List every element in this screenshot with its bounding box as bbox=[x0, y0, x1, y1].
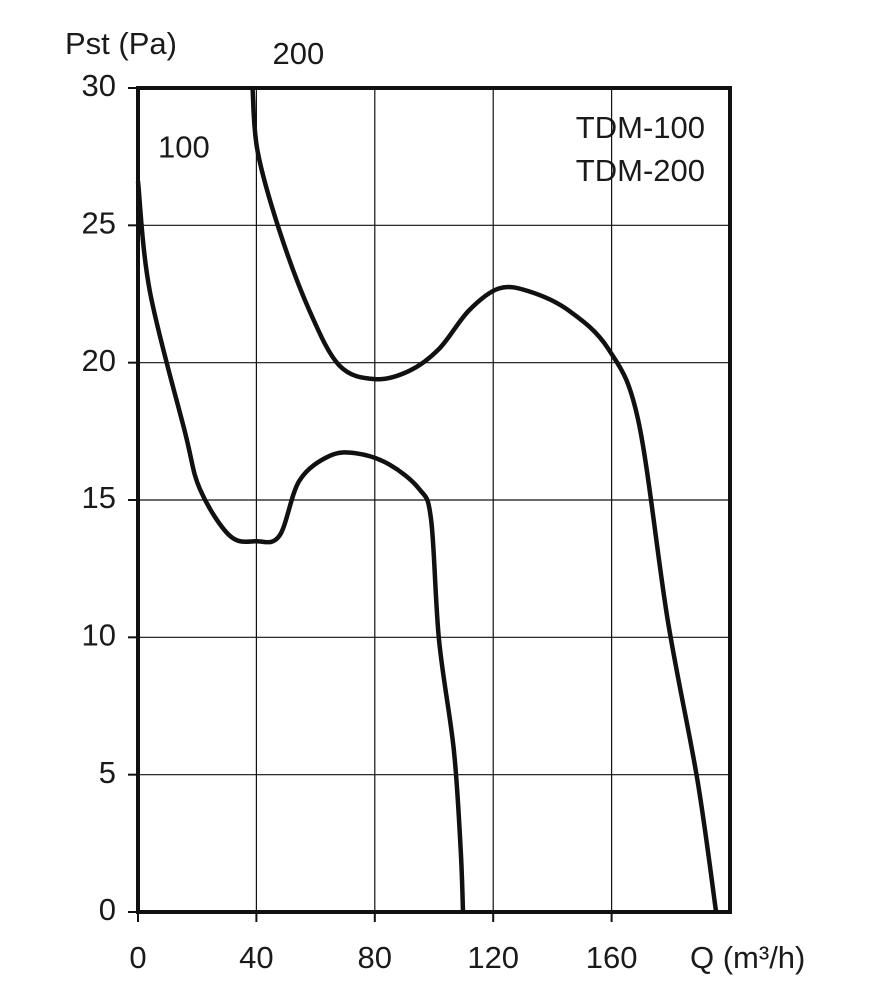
y-tick-label: 5 bbox=[99, 755, 116, 790]
x-tick-label: 160 bbox=[586, 940, 638, 975]
y-tick-label: 15 bbox=[82, 480, 116, 515]
legend-text: TDM-100 bbox=[576, 110, 705, 145]
x-tick-label: 0 bbox=[129, 940, 146, 975]
y-axis-title: Pst (Pa) bbox=[65, 26, 177, 61]
legend-text: TDM-200 bbox=[576, 153, 705, 188]
x-axis-title: Q (m³/h) bbox=[690, 940, 805, 975]
y-tick-label: 30 bbox=[82, 68, 116, 103]
y-tick-label: 10 bbox=[82, 618, 116, 653]
y-tick-label: 0 bbox=[99, 892, 116, 927]
x-tick-label: 40 bbox=[239, 940, 273, 975]
x-tick-label: 120 bbox=[467, 940, 519, 975]
curve-label: 100 bbox=[158, 130, 210, 165]
x-tick-label: 80 bbox=[358, 940, 392, 975]
data-line bbox=[250, 87, 719, 913]
curve-label: 200 bbox=[273, 36, 325, 71]
y-tick-label: 20 bbox=[82, 343, 116, 378]
data-line bbox=[135, 181, 466, 913]
y-tick-label: 25 bbox=[82, 206, 116, 241]
plot-frame bbox=[136, 86, 732, 914]
